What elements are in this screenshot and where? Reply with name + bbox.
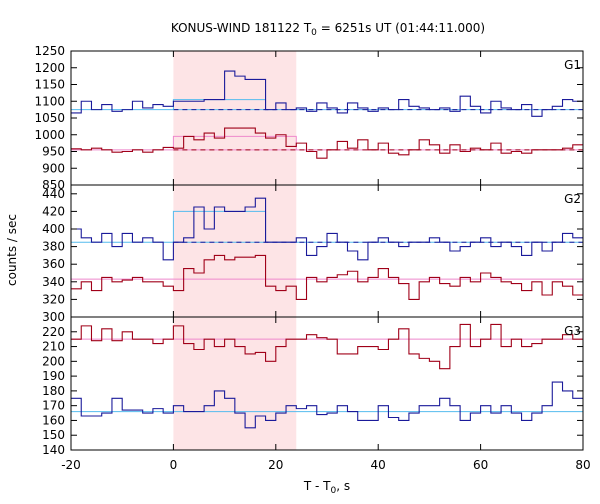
y-tick-label: 440 (42, 187, 65, 201)
y-tick-label: 900 (42, 161, 65, 175)
y-tick-label: 360 (42, 257, 65, 271)
y-tick-label: 1150 (34, 78, 65, 92)
y-tick-label: 1200 (34, 61, 65, 75)
chart-title: KONUS-WIND 181122 T0 = 6251s UT (01:44:1… (171, 21, 485, 38)
y-tick-label: 950 (42, 145, 65, 159)
chart-title-subscript: 0 (311, 28, 317, 38)
series-step-red (71, 254, 583, 300)
y-tick-label: 340 (42, 275, 65, 289)
y-axis-label: counts / sec (5, 214, 19, 286)
panel-g2: 300 320 340 360 380 400 420 440 G2 (42, 184, 584, 324)
y-tick-label: 210 (42, 340, 65, 354)
y-tick-label: 850 (42, 178, 65, 192)
y-tick-label: 150 (42, 428, 65, 442)
series-step-blue (71, 197, 583, 261)
panel-label-g3: G3 (564, 324, 581, 338)
x-axis-label: T - T0, s (303, 479, 350, 496)
panel-label-g1: G1 (564, 58, 581, 72)
x-tick-label: 40 (371, 458, 386, 472)
series-step-red (71, 323, 583, 370)
series-step-blue (71, 381, 583, 429)
y-tick-label: 400 (42, 222, 65, 236)
y-tick-label: 1250 (34, 44, 65, 58)
y-tick-label: 200 (42, 354, 65, 368)
series-step-blue (71, 70, 583, 117)
panel-frame (70, 50, 584, 186)
x-tick-label: 60 (473, 458, 488, 472)
x-tick-label: -20 (61, 458, 81, 472)
y-tick-label: 180 (42, 384, 65, 398)
y-tick-label: 1050 (34, 111, 65, 125)
y-tick-label: 300 (42, 310, 65, 324)
y-tick-label: 380 (42, 240, 65, 254)
x-tick-label: 80 (575, 458, 590, 472)
source-interval-shade (173, 51, 297, 450)
x-axis-label-main: T - T (303, 479, 331, 493)
y-tick-label: 220 (42, 325, 65, 339)
chart-title-rest: = 6251s UT (01:44:11.000) (317, 21, 485, 35)
y-tick-label: 1000 (34, 128, 65, 142)
y-tick-label: 190 (42, 369, 65, 383)
x-axis-label-rest: , s (336, 479, 350, 493)
y-tick-label: 320 (42, 292, 65, 306)
x-axis-label-subscript: 0 (331, 486, 337, 496)
y-tick-label: 170 (42, 399, 65, 413)
y-tick-label: 1100 (34, 94, 65, 108)
panel-g1: 850 900 950 1000 1050 1100 1150 1200 1250 G1 (34, 44, 584, 192)
y-tick-label: 160 (42, 413, 65, 427)
chart-title-main: KONUS-WIND 181122 T (171, 21, 312, 35)
x-tick-label: 0 (170, 458, 178, 472)
series-step-red (71, 127, 583, 159)
x-tick-label: 20 (268, 458, 283, 472)
panel-label-g2: G2 (564, 192, 581, 206)
plot-layer: 850 900 950 1000 1050 1100 1150 1200 1250 G1 300 32… (34, 44, 590, 472)
panel-frame (70, 316, 584, 451)
y-tick-label: 420 (42, 204, 65, 218)
y-tick-label: 140 (42, 443, 65, 457)
panel-frame (70, 184, 584, 318)
